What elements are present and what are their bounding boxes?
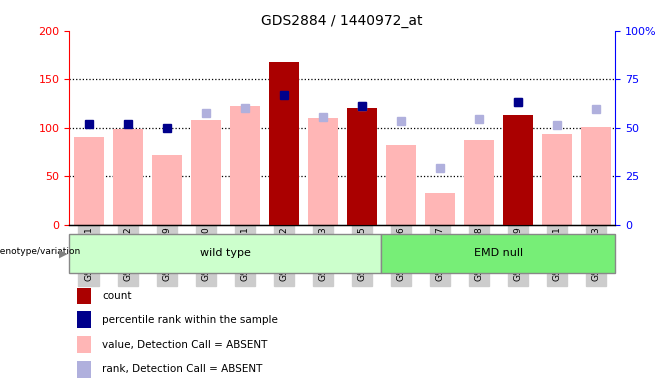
- Title: GDS2884 / 1440972_at: GDS2884 / 1440972_at: [261, 14, 423, 28]
- Bar: [230, 106, 260, 225]
- Text: ▶: ▶: [59, 248, 68, 258]
- Bar: [74, 137, 103, 225]
- Bar: [503, 115, 533, 225]
- Bar: [464, 140, 494, 225]
- Bar: [424, 193, 455, 225]
- Bar: [308, 118, 338, 225]
- Bar: [77, 288, 91, 304]
- Bar: [386, 145, 416, 225]
- Bar: [347, 108, 376, 225]
- Bar: [268, 62, 299, 225]
- Text: genotype/variation: genotype/variation: [0, 247, 81, 256]
- FancyBboxPatch shape: [69, 234, 381, 273]
- Text: wild type: wild type: [199, 248, 251, 258]
- Text: percentile rank within the sample: percentile rank within the sample: [102, 315, 278, 325]
- FancyBboxPatch shape: [381, 234, 615, 273]
- Bar: [77, 311, 91, 328]
- Bar: [581, 127, 611, 225]
- Bar: [77, 336, 91, 353]
- Bar: [113, 129, 143, 225]
- Text: rank, Detection Call = ABSENT: rank, Detection Call = ABSENT: [102, 364, 263, 374]
- Text: count: count: [102, 291, 132, 301]
- Text: EMD null: EMD null: [474, 248, 522, 258]
- Bar: [77, 361, 91, 378]
- Bar: [268, 125, 299, 225]
- Bar: [151, 155, 182, 225]
- Bar: [191, 120, 220, 225]
- Text: value, Detection Call = ABSENT: value, Detection Call = ABSENT: [102, 339, 268, 349]
- Bar: [542, 134, 572, 225]
